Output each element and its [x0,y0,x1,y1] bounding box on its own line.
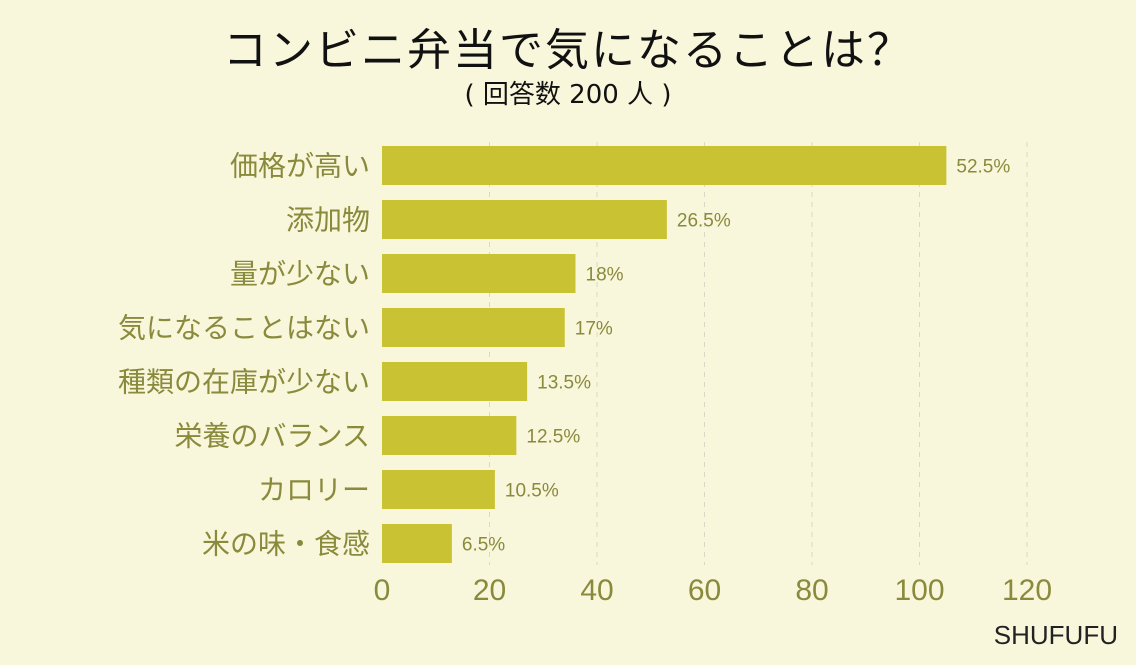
bar [382,524,452,563]
x-tick-label: 80 [795,574,828,607]
bar [382,308,565,347]
category-label: 価格が高い [230,150,370,183]
x-tick-label: 40 [580,574,613,607]
x-axis-ticks: 0 20 40 60 80 100 120 [374,574,1052,607]
category-label: 米の味・食感 [202,528,370,561]
bar [382,254,576,293]
value-label: 6.5% [462,535,505,556]
x-tick-label: 100 [894,574,944,607]
value-label: 18% [586,265,624,286]
bar [382,200,667,239]
value-label: 17% [575,319,613,340]
bar [382,362,528,401]
bar [382,146,947,185]
category-label: 添加物 [286,204,370,237]
value-label: 52.5% [956,157,1010,178]
value-label: 13.5% [537,373,591,394]
value-label: 12.5% [526,427,580,448]
chart-title: コンビニ弁当で気になることは？ [223,25,913,76]
x-tick-label: 0 [374,574,391,607]
chart-subtitle: ( 回答数 200 人 ) [464,80,672,110]
value-labels: 52.5% 26.5% 18% 17% 13.5% 12.5% 10.5% 6.5% [462,157,1010,556]
x-tick-label: 20 [473,574,506,607]
category-label: 量が少ない [230,258,370,291]
x-tick-label: 120 [1002,574,1052,607]
category-label: 栄養のバランス [175,420,370,453]
category-label: カロリー [258,474,370,507]
category-label: 気になることはない [118,312,370,345]
value-label: 26.5% [677,211,731,232]
bars [382,146,947,563]
category-labels: 価格が高い添加物量が少ない気になることはない種類の在庫が少ない栄養のバランスカロ… [118,150,370,561]
bar [382,470,495,509]
value-label: 10.5% [505,481,559,502]
x-tick-label: 60 [688,574,721,607]
bar [382,416,517,455]
watermark-logo: SHUFUFU [993,620,1118,650]
category-label: 種類の在庫が少ない [118,366,370,399]
